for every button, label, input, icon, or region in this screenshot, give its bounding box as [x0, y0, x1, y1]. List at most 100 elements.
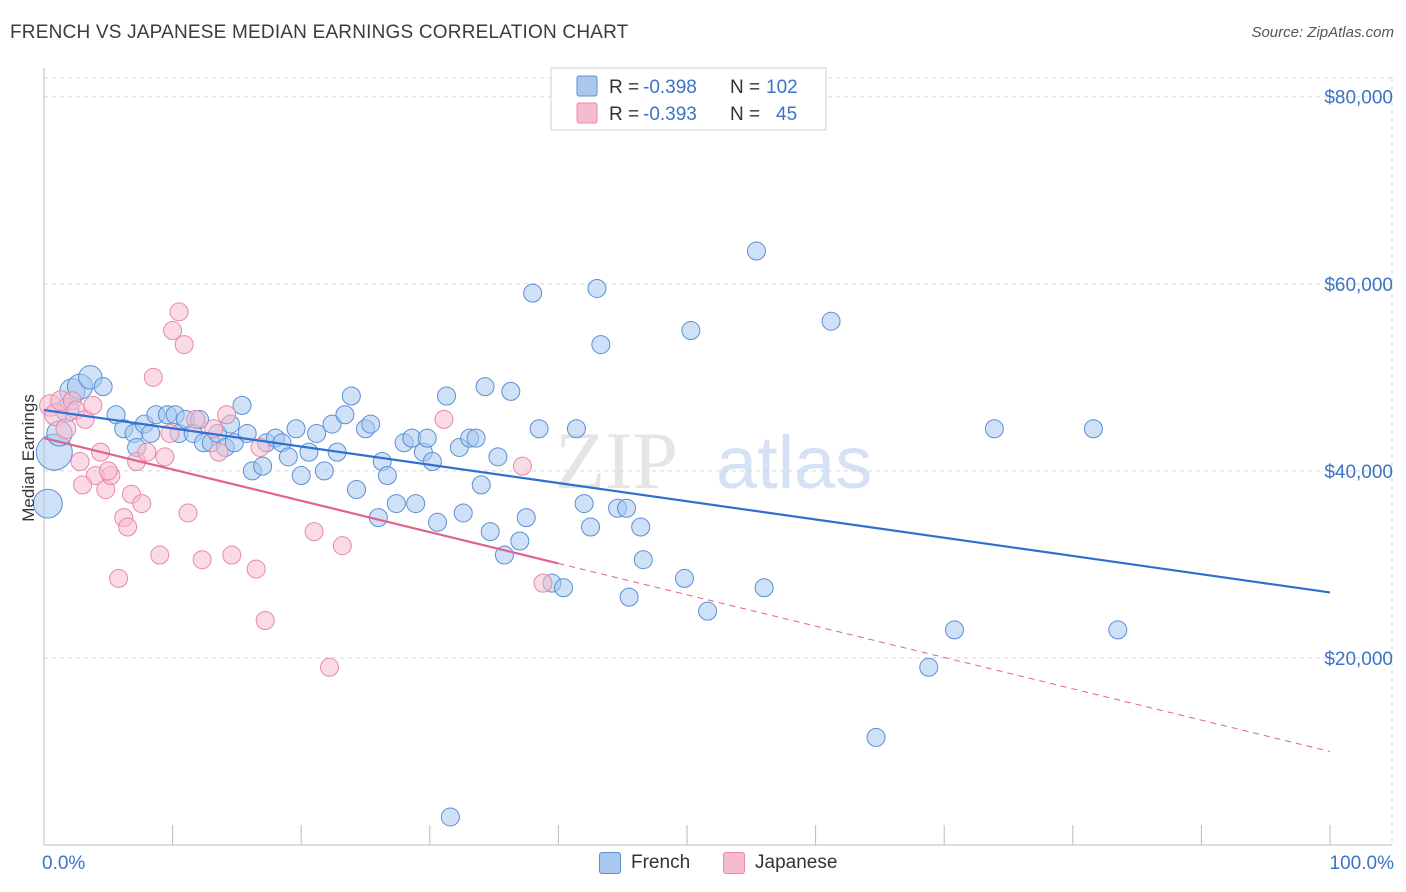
point-japanese-42 [98, 461, 118, 481]
point-japanese-32 [246, 559, 266, 579]
point-japanese-21 [150, 545, 170, 565]
point-japanese-35 [304, 522, 324, 542]
point-japanese-8 [83, 395, 103, 415]
point-french-66 [480, 522, 500, 542]
legend-n-value-french: 102 [766, 77, 798, 98]
point-french-64 [471, 475, 491, 495]
legend-bottom-label-french: French [631, 852, 691, 873]
point-japanese-25 [174, 335, 194, 355]
legend-item-french: French [599, 852, 690, 874]
point-french-34 [278, 447, 298, 467]
point-french-7 [93, 377, 113, 397]
point-japanese-18 [132, 494, 152, 514]
bottom-legend: French Japanese [0, 852, 1406, 882]
point-french-87 [681, 321, 701, 341]
legend-bottom-swatch-french [599, 852, 621, 874]
point-japanese-40 [533, 573, 553, 593]
point-japanese-39 [512, 456, 532, 476]
point-french-39 [314, 461, 334, 481]
point-french-61 [453, 503, 473, 523]
y-tick-label-0: $20,000 [1324, 649, 1393, 670]
point-japanese-31 [222, 545, 242, 565]
point-japanese-37 [332, 536, 352, 556]
legend-bottom-swatch-japanese [723, 852, 745, 874]
point-french-49 [377, 466, 397, 486]
point-french-63 [466, 428, 486, 448]
x-tick-label-max: 100.0% [1330, 853, 1395, 874]
point-japanese-30 [217, 405, 237, 425]
legend-n-label-japanese: N = [730, 104, 760, 125]
legend-swatch-french [576, 75, 598, 97]
point-french-89 [746, 241, 766, 261]
point-french-58 [437, 386, 457, 406]
y-tick-label-1: $40,000 [1324, 462, 1393, 483]
point-japanese-26 [178, 503, 198, 523]
point-french-57 [428, 512, 448, 532]
point-french-36 [291, 466, 311, 486]
y-axis-label: Median Earnings [19, 394, 38, 522]
point-french-46 [361, 414, 381, 434]
point-french-94 [944, 620, 964, 640]
point-french-85 [633, 550, 653, 570]
legend-r-value-japanese: -0.393 [643, 104, 697, 125]
point-french-93 [919, 657, 939, 677]
point-french-80 [591, 335, 611, 355]
point-french-72 [523, 283, 543, 303]
source-label: Source: ZipAtlas.com [1251, 24, 1394, 41]
point-french-95 [984, 419, 1004, 439]
legend-r-value-french: -0.398 [643, 77, 697, 98]
point-french-70 [510, 531, 530, 551]
point-french-56 [422, 452, 442, 471]
series-french-points [32, 241, 1128, 827]
point-french-67 [488, 447, 508, 467]
x-tick-label-min: 0.0% [42, 853, 85, 874]
point-japanese-24 [169, 302, 189, 322]
legend-n-label-french: N = [730, 77, 760, 98]
legend-r-label-french: R = [609, 77, 639, 98]
point-french-92 [866, 727, 886, 747]
point-japanese-6 [70, 452, 90, 471]
point-french-90 [754, 578, 774, 598]
point-french-40 [322, 414, 342, 434]
point-french-73 [529, 419, 549, 439]
point-french-43 [341, 386, 361, 406]
point-japanese-22 [155, 447, 175, 467]
point-french-55 [417, 428, 437, 448]
point-japanese-3 [55, 418, 77, 440]
point-french-76 [566, 419, 586, 439]
point-french-96 [1083, 419, 1103, 439]
point-french-97 [1108, 620, 1128, 640]
point-french-78 [581, 517, 601, 537]
series-japanese-points [39, 302, 553, 677]
point-japanese-28 [192, 550, 212, 570]
trend-lines [43, 408, 1331, 752]
point-french-75 [554, 578, 574, 598]
point-french-86 [674, 568, 694, 588]
point-french-77 [574, 494, 594, 514]
point-french-91 [821, 311, 841, 331]
legend-swatch-japanese [576, 102, 598, 124]
point-japanese-36 [319, 657, 339, 677]
trend-line-japanese [43, 437, 559, 565]
point-japanese-27 [186, 409, 206, 429]
x-tick-labels: 0.0% 100.0% [42, 853, 1394, 874]
point-japanese-38 [434, 409, 454, 429]
watermark-atlas: atlas [716, 421, 872, 504]
point-japanese-19 [137, 442, 157, 462]
y-tick-labels: $20,000 $40,000 $60,000 $80,000 [1324, 88, 1393, 670]
point-french-59 [440, 807, 460, 827]
point-french-84 [631, 517, 651, 537]
y-tick-label-2: $60,000 [1324, 275, 1393, 296]
point-french-79 [587, 278, 607, 298]
point-french-71 [516, 508, 536, 528]
point-japanese-15 [118, 517, 138, 537]
point-french-30 [253, 456, 273, 476]
legend-r-label-japanese: R = [609, 104, 639, 125]
trend-line-japanese-extension [558, 562, 1331, 752]
point-japanese-29 [209, 442, 229, 462]
point-french-65 [475, 377, 495, 397]
point-french-38 [307, 423, 327, 443]
point-japanese-41 [73, 475, 93, 495]
y-tick-label-3: $80,000 [1324, 88, 1393, 109]
